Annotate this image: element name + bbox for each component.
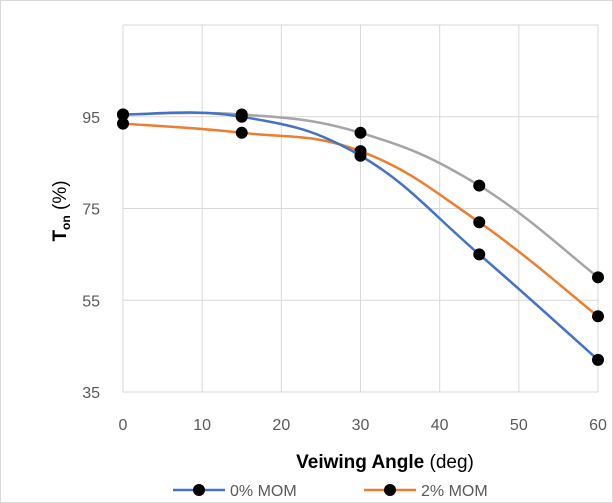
legend-label: 0% MOM [230, 483, 297, 500]
x-tick-label: 60 [589, 417, 607, 434]
y-axis-ticks: 35 55 75 95 [82, 110, 100, 402]
y-axis-label: Ton (%) [50, 180, 73, 241]
series-0 [117, 108, 604, 366]
x-tick-label: 30 [352, 417, 370, 434]
data-point [473, 179, 486, 192]
x-axis-ticks: 0 10 20 30 40 50 60 [119, 417, 607, 434]
data-point [117, 117, 129, 130]
grid-lines [122, 24, 599, 393]
data-point [235, 126, 248, 139]
legend-item-0: 0% MOM [173, 483, 297, 500]
x-axis-label: Veiwing Angle (deg) [296, 452, 474, 473]
data-point [473, 248, 486, 261]
y-tick-label: 55 [82, 293, 100, 310]
data-point [354, 149, 367, 162]
data-point [235, 110, 248, 123]
y-axis-label-main: T [50, 230, 71, 242]
series-line [122, 111, 599, 361]
series-group [117, 108, 604, 366]
y-tick-label: 35 [82, 385, 100, 402]
x-tick-label: 10 [193, 417, 211, 434]
data-point [592, 271, 604, 284]
x-tick-label: 50 [510, 417, 528, 434]
x-axis-label-unit: (deg) [424, 452, 474, 473]
legend-label: 2% MOM [421, 483, 488, 500]
legend-marker [193, 484, 205, 496]
legend: 0% MOM 2% MOM [173, 483, 488, 500]
data-point [592, 353, 604, 366]
y-tick-label: 95 [82, 110, 100, 127]
y-axis-label-unit: (%) [50, 180, 71, 215]
y-axis-label-sub: on [59, 215, 73, 230]
data-point [117, 108, 129, 121]
y-tick-label: 75 [82, 202, 100, 219]
x-tick-label: 0 [119, 417, 128, 434]
legend-marker [384, 484, 396, 496]
data-point [354, 126, 367, 139]
data-point [473, 216, 486, 229]
legend-item-1: 2% MOM [364, 483, 488, 500]
x-tick-label: 40 [431, 417, 449, 434]
data-point [592, 310, 604, 323]
x-tick-label: 20 [272, 417, 290, 434]
x-axis-label-main: Veiwing Angle [296, 452, 424, 473]
